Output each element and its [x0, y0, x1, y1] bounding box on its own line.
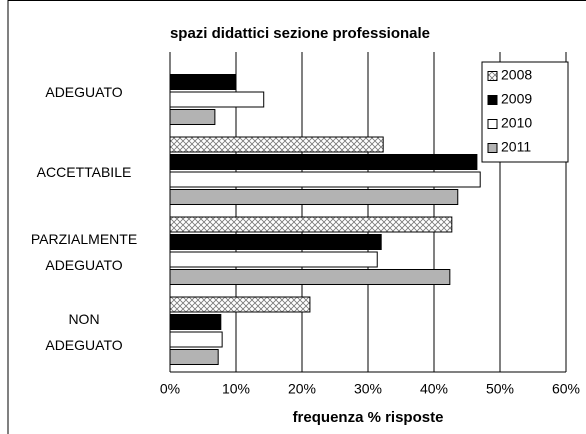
bar: [169, 296, 311, 313]
x-tick-label: 50%: [486, 381, 514, 397]
bar: [169, 171, 481, 188]
legend-label: 2010: [501, 115, 532, 131]
bar: [169, 216, 453, 233]
x-tick-label: 20%: [288, 381, 316, 397]
bar: [169, 189, 459, 205]
bar: [169, 314, 222, 330]
chart-title: spazi didattici sezione professionale: [170, 25, 430, 42]
legend-label: 2009: [501, 91, 532, 107]
frame-border: [7, 0, 586, 434]
legend-swatch: [487, 71, 498, 81]
bar: [169, 91, 265, 108]
legend-swatch: [487, 119, 498, 129]
x-tick-label: 60%: [552, 381, 580, 397]
category-label: NON ADEGUATO: [45, 311, 123, 353]
x-tick-label: 30%: [354, 381, 382, 397]
bar: [169, 251, 378, 268]
category-label: PARZIALMENTE ADEGUATO: [30, 231, 138, 273]
legend-label: 2011: [501, 139, 531, 155]
bar: [169, 331, 223, 348]
bar: [169, 234, 382, 250]
x-tick-label: 10%: [222, 381, 250, 397]
category-label: ADEGUATO: [45, 84, 123, 100]
bar: [169, 154, 478, 170]
legend-label: 2008: [501, 67, 532, 83]
bar: [169, 74, 237, 90]
x-axis-title: frequenza % risposte: [293, 409, 444, 426]
x-tick-label: 40%: [420, 381, 448, 397]
bar: [169, 136, 384, 153]
category-label: ACCETTABILE: [36, 164, 132, 180]
bar: [169, 349, 219, 365]
legend-swatch: [487, 143, 498, 153]
bar: [169, 269, 451, 285]
legend-swatch: [487, 95, 498, 105]
bar: [169, 109, 216, 125]
x-tick-label: 0%: [160, 381, 180, 397]
